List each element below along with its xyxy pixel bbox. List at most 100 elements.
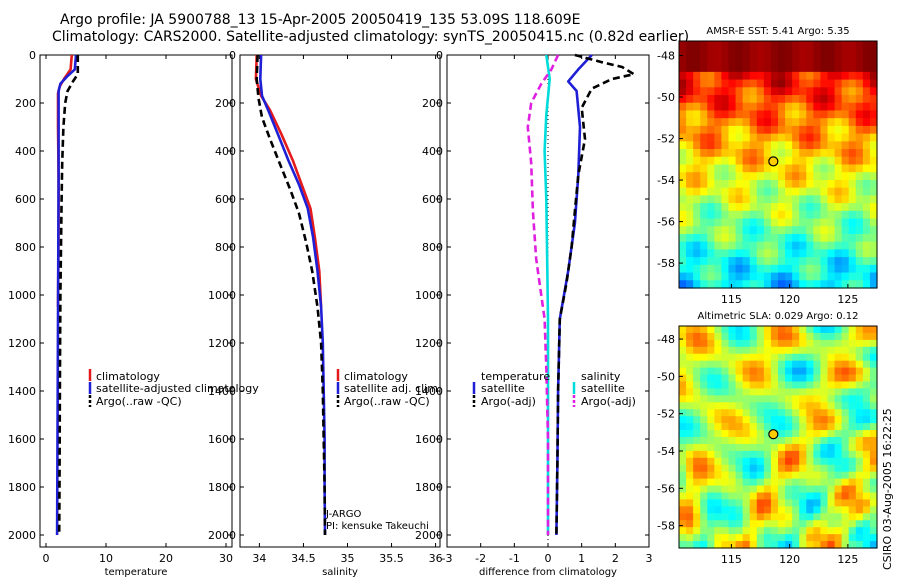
sst_map-cell xyxy=(763,64,772,73)
sst_map-cell xyxy=(841,56,850,65)
sla_map-cell xyxy=(693,443,701,452)
sst_map-cell xyxy=(700,79,708,88)
sst_map-cell xyxy=(806,210,814,220)
salinity-ytick-label: 200 xyxy=(215,97,236,110)
sst_map-cell xyxy=(813,241,822,251)
sla_map-cell xyxy=(841,437,850,445)
sst_map-cell xyxy=(827,264,836,274)
salinity-annotation-program: J-ARGO xyxy=(325,509,362,520)
sla_map-cell xyxy=(714,457,723,466)
sst_map-cell xyxy=(869,164,878,173)
sst_map-cell xyxy=(721,110,730,119)
sla_map-ytick-label: -52 xyxy=(657,408,675,421)
sla_map-frame xyxy=(678,325,878,549)
sla_map-cell xyxy=(749,499,758,507)
sst_map-cell xyxy=(869,241,878,251)
sst_map-cell xyxy=(841,226,850,235)
sst_map-cell xyxy=(855,110,864,119)
sst_map-cell xyxy=(834,133,843,142)
sst_map-cell xyxy=(714,56,723,65)
sla_map-cell xyxy=(770,464,779,473)
sst_map-cell xyxy=(735,272,744,281)
sla_map-cell xyxy=(770,416,779,424)
sla_map-cell xyxy=(770,423,779,431)
sla_map-cell xyxy=(693,346,701,355)
sla_map-cell xyxy=(714,346,723,355)
sst_map-cell xyxy=(834,218,843,227)
difference-xtick-label: 0 xyxy=(545,552,552,565)
sla_map-cell xyxy=(813,332,822,341)
sla_map-cell xyxy=(778,478,786,487)
sla_map-cell xyxy=(820,492,829,501)
sla_map-cell xyxy=(700,527,708,535)
salinity-legend-climatology: climatology xyxy=(344,370,408,383)
sla_map-cell xyxy=(763,388,772,396)
sla_map-cell xyxy=(735,360,744,369)
sst_map-cell xyxy=(785,249,793,258)
sla_map-cell xyxy=(707,332,715,341)
sla_map-cell xyxy=(813,499,822,507)
sla_map-cell xyxy=(785,381,793,390)
sst_map-cell xyxy=(749,102,758,112)
sst_map-cell xyxy=(813,210,822,220)
sst_map-cell xyxy=(770,48,779,58)
sla_map-cell xyxy=(693,360,701,369)
sla_map-cell xyxy=(778,360,786,369)
sst_map-cell xyxy=(799,95,807,104)
sst_map-cell xyxy=(848,203,857,212)
sla_map-cell xyxy=(799,534,807,542)
sla_map-cell xyxy=(756,416,765,424)
sla_map-cell xyxy=(813,395,822,403)
sla_map-cell xyxy=(792,437,800,445)
sst_map-cell xyxy=(756,125,765,135)
sla_map-cell xyxy=(756,506,765,514)
sla_map-cell xyxy=(869,437,878,445)
sst_map-cell xyxy=(700,71,708,81)
sla_map-cell xyxy=(700,457,708,466)
sst_map-cell xyxy=(841,87,850,96)
sst_map-cell xyxy=(869,272,878,281)
sla_map-cell xyxy=(749,478,758,487)
sla_map-cell xyxy=(848,492,857,501)
sla_map-cell xyxy=(834,388,843,396)
sla_map-cell xyxy=(855,437,864,445)
sla_map-cell xyxy=(799,443,807,452)
sla_map-cell xyxy=(721,457,730,466)
sla_map-cell xyxy=(749,485,758,494)
sla_map-cell xyxy=(742,423,751,431)
sst_map-cell xyxy=(728,64,737,73)
sst_map-cell xyxy=(756,48,765,58)
sla_map-cell xyxy=(855,492,864,501)
sst_map-cell xyxy=(792,218,800,227)
sla_map-cell xyxy=(756,423,765,431)
sla_map-cell xyxy=(700,437,708,445)
sla_map-cell xyxy=(763,499,772,507)
sst_map-cell xyxy=(735,56,744,65)
sst_map-cell xyxy=(848,241,857,251)
sst_map-cell xyxy=(686,179,694,189)
sla_map-cell xyxy=(813,353,822,362)
sst_map-cell xyxy=(799,41,807,50)
sst_map-cell xyxy=(834,87,843,96)
sst_map-cell xyxy=(770,118,779,127)
sla_map-cell xyxy=(841,402,850,410)
sst_map-cell xyxy=(714,95,723,104)
sst_map-cell xyxy=(778,149,786,158)
sla_map-cell xyxy=(763,513,772,521)
sst_map-cell xyxy=(799,79,807,88)
sst_map-cell xyxy=(735,48,744,58)
sla_map-cell xyxy=(763,423,772,431)
sla_map-cell xyxy=(778,381,786,390)
sla_map-cell xyxy=(820,506,829,514)
sla_map-cell xyxy=(869,339,878,348)
sst_map-cell xyxy=(848,179,857,189)
sst_map-cell xyxy=(721,125,730,135)
sst_map-cell xyxy=(693,156,701,166)
sst_map-cell xyxy=(770,125,779,135)
sla_map-cell xyxy=(862,485,871,494)
sla_map-cell xyxy=(855,339,864,348)
sla_map-cell xyxy=(855,423,864,431)
sst_map-cell xyxy=(855,272,864,281)
sla_map-cell xyxy=(855,409,864,417)
sst_map-cell xyxy=(693,172,701,181)
